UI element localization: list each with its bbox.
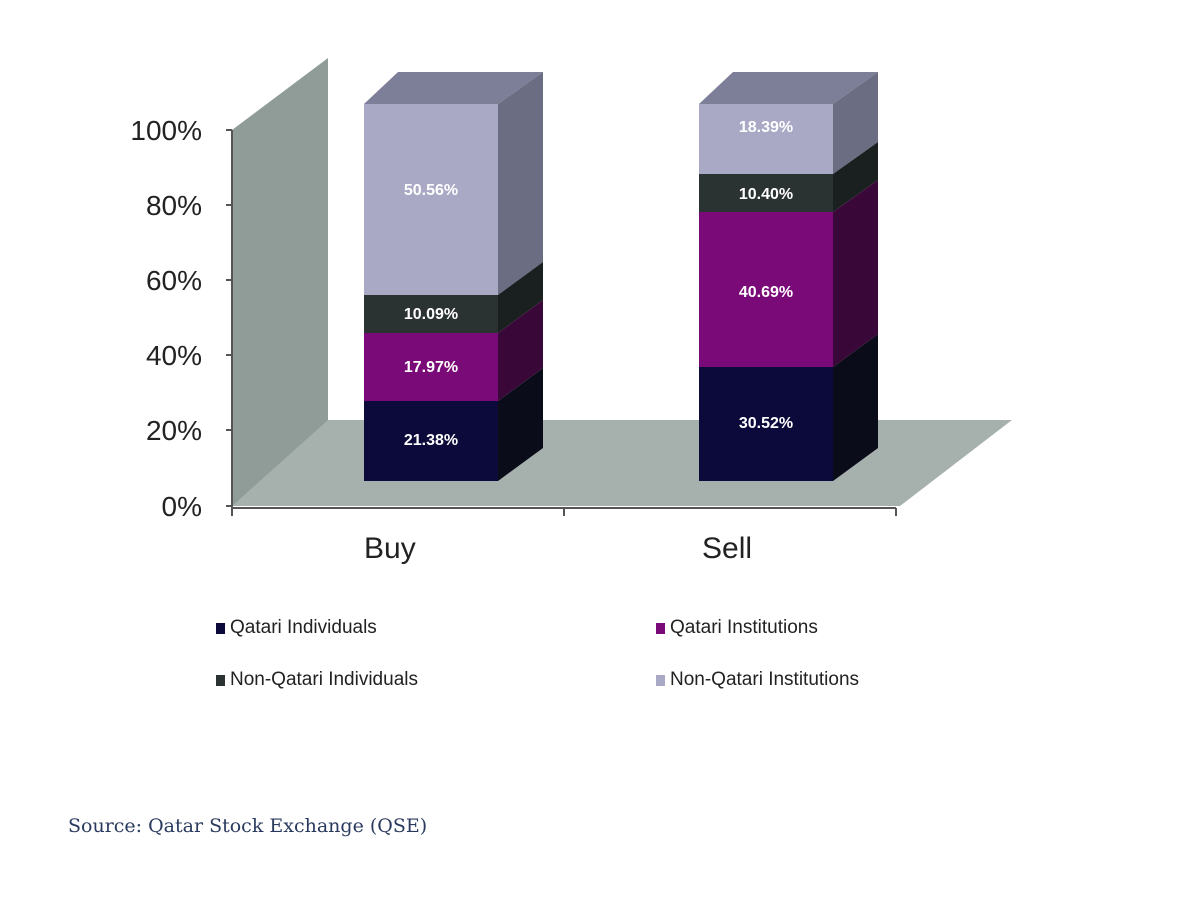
- floor: [232, 420, 1012, 506]
- legend-item-qatari-institutions: Qatari Institutions: [656, 617, 818, 639]
- y-tick-label: 100%: [130, 115, 202, 146]
- y-tick-label: 40%: [145, 340, 202, 371]
- legend-swatch: [656, 674, 665, 686]
- data-label: 18.39%: [738, 119, 794, 136]
- y-tick-label: 20%: [145, 415, 202, 446]
- legend-item-non-qatari-individuals: Non-Qatari Individuals: [216, 669, 418, 691]
- legend-swatch: [656, 622, 665, 634]
- legend-label: Qatari Institutions: [670, 617, 818, 638]
- data-label: 50.56%: [403, 182, 459, 199]
- legend-item-non-qatari-institutions: Non-Qatari Institutions: [656, 669, 859, 691]
- bar-buy: [364, 72, 543, 481]
- legend-label: Non-Qatari Individuals: [230, 669, 418, 690]
- source-note: Source: Qatar Stock Exchange (QSE): [68, 815, 428, 837]
- x-category-sell: Sell: [702, 532, 753, 565]
- y-tick-label: 60%: [145, 265, 202, 296]
- legend-item-qatari-individuals: Qatari Individuals: [216, 617, 377, 639]
- data-label: 40.69%: [738, 284, 794, 301]
- data-label: 21.38%: [403, 432, 459, 449]
- x-category-buy: Buy: [364, 532, 416, 565]
- y-ticks: [226, 129, 232, 507]
- data-label: 10.09%: [403, 306, 459, 323]
- bar-sell: [699, 72, 878, 481]
- data-label: 30.52%: [738, 415, 794, 432]
- legend-label: Qatari Individuals: [230, 617, 377, 638]
- legend-swatch: [216, 674, 225, 686]
- back-wall: [232, 58, 328, 506]
- data-label: 10.40%: [738, 186, 794, 203]
- y-tick-label: 0%: [161, 491, 202, 522]
- legend-label: Non-Qatari Institutions: [670, 669, 860, 690]
- legend-swatch: [216, 622, 225, 634]
- y-tick-label: 80%: [145, 190, 202, 221]
- data-label: 17.97%: [403, 359, 459, 376]
